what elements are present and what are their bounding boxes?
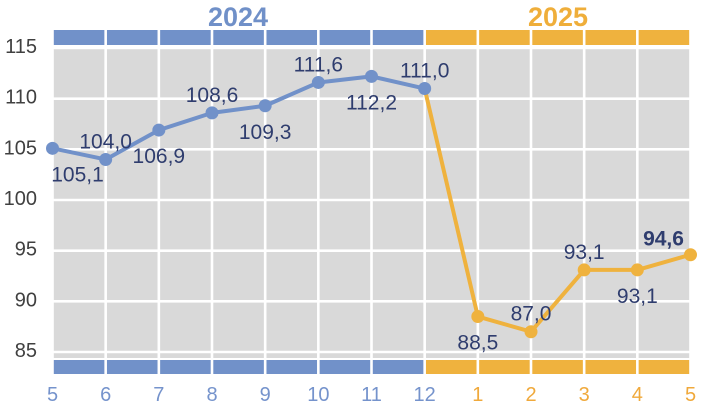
x-tick-label-2024-m7: 7: [153, 384, 164, 406]
data-point-2024-m11: [365, 69, 378, 83]
y-tick-label: 105: [4, 137, 37, 159]
y-tick-label: 85: [15, 340, 37, 362]
y-tick-label: 95: [15, 239, 37, 261]
x-tick-label-2024-m6: 6: [100, 384, 111, 406]
data-label-2025-m3: 93,1: [564, 241, 605, 264]
x-tick-label-2025-m1: 1: [472, 384, 483, 406]
data-point-2024-m12: [418, 82, 432, 96]
x-axis-tick-labels: 5 6 7 8 9 10 11 12 1 2 3 4 5: [47, 384, 696, 406]
x-tick-label-2025-m4: 4: [632, 384, 643, 406]
y-tick-label: 90: [15, 289, 37, 311]
year-band-top-2025: [424, 30, 691, 45]
series-layer: [46, 69, 697, 339]
x-tick-label-2025-m3: 3: [579, 384, 590, 406]
data-label-2024-m6: 104,0: [79, 130, 132, 153]
y-tick-label: 115: [5, 36, 37, 58]
data-point-2024-m7: [152, 123, 166, 137]
data-point-2024-m6: [99, 152, 113, 166]
data-point-2025-m5: [684, 248, 697, 262]
year-header-2025: 2025: [528, 2, 588, 32]
year-band-bottom-2025: [424, 360, 691, 374]
year-band-layer: [52, 30, 691, 374]
x-tick-label-2025-m5: 5: [685, 384, 696, 406]
data-label-2025-m4: 93,1: [617, 285, 658, 308]
data-label-2024-m9: 109,3: [239, 121, 292, 144]
series-line-2025: [422, 86, 693, 334]
data-point-2025-m1: [471, 310, 485, 324]
data-point-2024-m10: [311, 75, 325, 89]
data-label-2024-m10: 111,6: [294, 53, 343, 76]
data-point-2024-m5: [46, 141, 59, 155]
data-point-2024-m8: [205, 106, 219, 120]
series-line-2024: [50, 74, 427, 162]
data-label-2025-m2: 87,0: [511, 303, 552, 326]
data-label-2024-m5: 105,1: [51, 163, 104, 186]
data-label-2024-m7: 106,9: [133, 145, 186, 168]
x-tick-label-2024-m9: 9: [260, 384, 271, 406]
x-tick-label-2024-m10: 10: [307, 384, 329, 406]
x-tick-label-2024-m12: 12: [414, 384, 436, 406]
year-band-bottom-2024: [52, 360, 425, 374]
data-label-2024-m8: 108,6: [186, 84, 239, 107]
data-point-2025-m4: [630, 263, 644, 277]
data-label-2025-m1: 88,5: [457, 332, 498, 355]
data-label-2025-m5: 94,6: [643, 228, 684, 251]
y-axis-tick-labels: 115 110 105 100 95 90 85: [4, 36, 37, 362]
x-tick-label-2024-m11: 11: [361, 384, 382, 406]
data-point-2025-m2: [524, 325, 538, 339]
gridline-layer: [51, 30, 692, 374]
data-point-2025-m3: [577, 263, 591, 277]
year-header-2024: 2024: [208, 2, 268, 32]
data-label-2024-m12: 111,0: [400, 60, 449, 83]
y-tick-label: 110: [5, 87, 37, 109]
x-tick-label-2025-m2: 2: [525, 384, 536, 406]
x-tick-label-2024-m8: 8: [206, 384, 217, 406]
y-tick-label: 100: [4, 188, 37, 210]
data-point-2024-m9: [258, 99, 272, 113]
data-label-2024-m11: 112,2: [346, 91, 397, 114]
x-tick-label-2024-m5: 5: [47, 384, 58, 406]
year-band-top-2024: [52, 30, 425, 45]
